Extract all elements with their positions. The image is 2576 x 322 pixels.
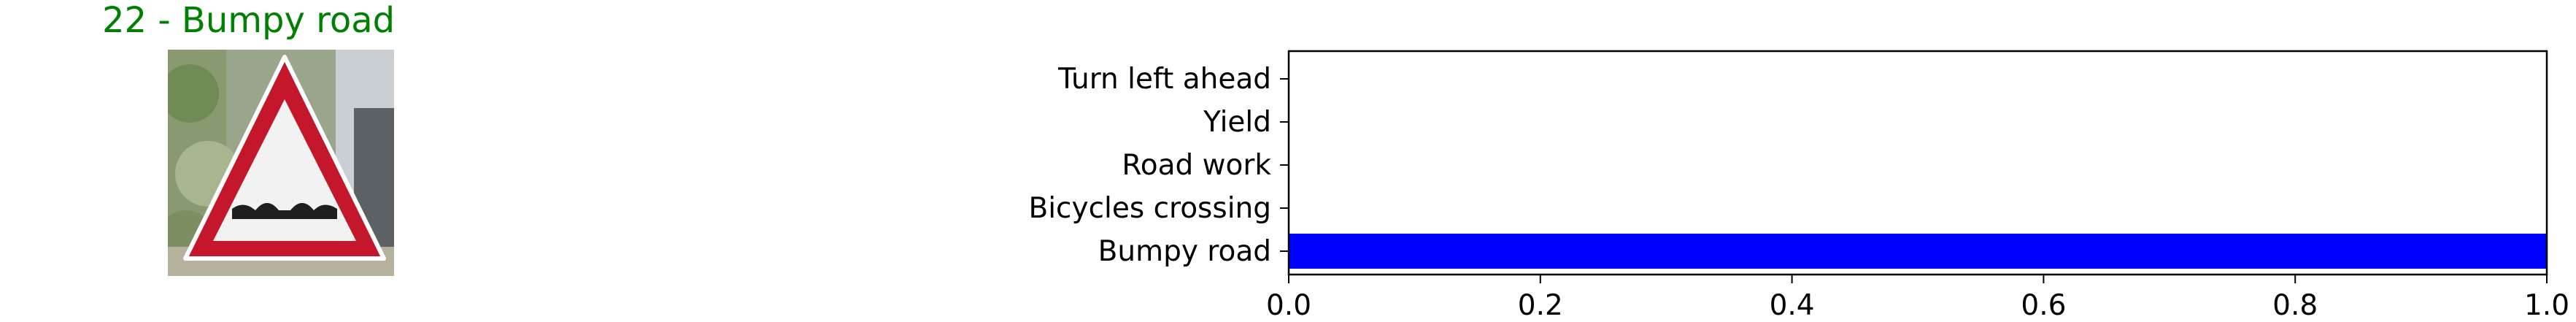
y-tick-label: Road work (1122, 149, 1271, 182)
x-tick-label: 0.8 (2272, 289, 2318, 322)
traffic-sign-image (168, 50, 394, 276)
plot-frame (1287, 50, 2548, 276)
y-tick-label: Bicycles crossing (1028, 192, 1271, 225)
y-tick-label: Yield (1203, 106, 1271, 139)
x-tick-label: 0.2 (1518, 289, 1563, 322)
bar (1289, 234, 2547, 269)
x-tick-label: 0.6 (2021, 289, 2066, 322)
x-tick-label: 1.0 (2524, 289, 2569, 322)
x-tick-label: 0.4 (1770, 289, 1815, 322)
y-tick-label: Bumpy road (1098, 235, 1271, 268)
y-tick-label: Turn left ahead (1057, 63, 1271, 96)
x-tick-label: 0.0 (1266, 289, 1311, 322)
image-title: 22 - Bumpy road (102, 0, 396, 41)
